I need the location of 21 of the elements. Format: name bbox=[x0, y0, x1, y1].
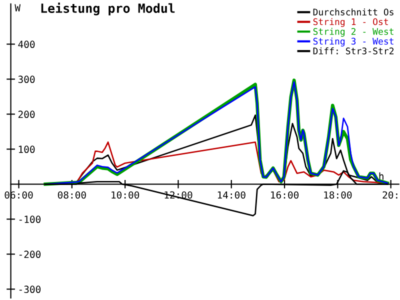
y-axis-title: W bbox=[14, 4, 21, 12]
x-tick-label: 14:00 bbox=[218, 191, 246, 199]
y-tick-label: 300 bbox=[18, 76, 35, 84]
legend-label: String 2 - West bbox=[313, 28, 394, 37]
x-tick-label: 18:00 bbox=[324, 191, 352, 199]
legend-label: Durchschnitt Os bbox=[313, 8, 394, 16]
legend-label: Diff: Str3-Str2 bbox=[313, 47, 394, 54]
y-tick-label: -100 bbox=[19, 216, 41, 224]
y-tick-label: 200 bbox=[18, 110, 35, 118]
x-tick-label: 08:00 bbox=[58, 191, 86, 199]
chart-title: Leistung pro Modul bbox=[41, 2, 175, 16]
legend-label: String 1 - Ost bbox=[313, 18, 388, 27]
y-tick-label: -200 bbox=[19, 250, 41, 258]
y-tick-label: 400 bbox=[18, 40, 35, 48]
x-tick-label: 16:00 bbox=[271, 191, 299, 199]
y-tick-label: 100 bbox=[18, 146, 35, 154]
y-tick-label: -300 bbox=[19, 286, 41, 294]
x-axis-title: h bbox=[379, 172, 384, 180]
x-tick-label: 10:00 bbox=[112, 191, 140, 199]
legend-label: String 3 - West bbox=[313, 38, 394, 46]
x-tick-label: 20: bbox=[382, 191, 398, 199]
